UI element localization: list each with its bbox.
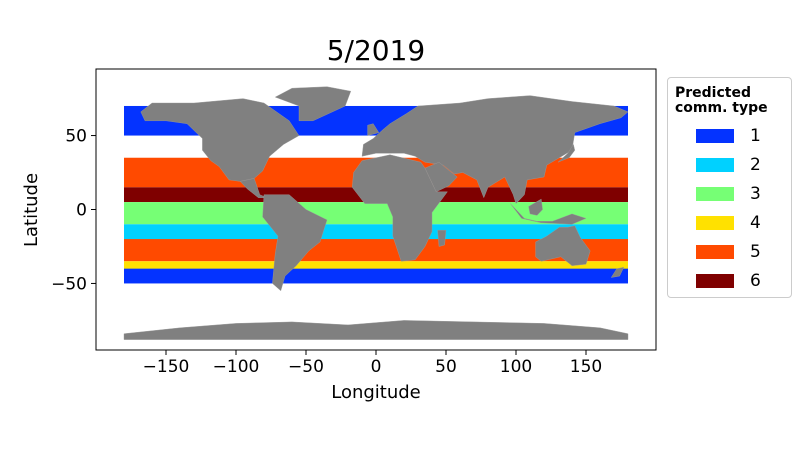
- community-band-2: [124, 224, 628, 243]
- legend-item-3: 3: [696, 184, 791, 204]
- legend: Predicted comm. type 1 2 3 4 5 6: [667, 77, 792, 298]
- x-tick-label: 100: [500, 357, 532, 377]
- landmass-new-zealand: [610, 266, 625, 278]
- legend-label: 2: [750, 155, 761, 175]
- legend-item-2: 2: [696, 155, 791, 175]
- landmass-antarctica: [123, 320, 629, 340]
- x-axis-label: Longitude: [331, 382, 421, 403]
- landmass-indonesia: [510, 203, 587, 225]
- axes: −150 −100 −50 0 50 100 150 −50 0 50: [51, 127, 602, 377]
- y-tick-label: 50: [65, 127, 87, 147]
- y-axis-label: Latitude: [21, 173, 42, 247]
- x-tick-label: −150: [143, 357, 190, 377]
- landmass-south-america: [262, 194, 328, 292]
- landmass-africa: [351, 154, 448, 262]
- x-tick-label: 50: [435, 357, 457, 377]
- landmass-uk: [367, 123, 380, 136]
- legend-item-6: 6: [696, 271, 791, 291]
- legend-label: 4: [750, 213, 761, 233]
- legend-swatch: [696, 245, 734, 259]
- community-band-3: [124, 202, 628, 225]
- legend-label: 1: [750, 126, 761, 146]
- legend-title: Predicted comm. type: [675, 85, 768, 116]
- landmass-madagascar: [437, 229, 447, 247]
- y-tick-label: 0: [76, 201, 87, 221]
- legend-label: 3: [750, 184, 761, 204]
- legend-item-1: 1: [696, 126, 791, 146]
- x-tick-label: 0: [371, 357, 382, 377]
- x-tick-label: 150: [570, 357, 602, 377]
- community-band-5: [124, 239, 628, 262]
- legend-item-5: 5: [696, 242, 791, 262]
- legend-swatch: [696, 129, 734, 143]
- community-band-1: [124, 268, 628, 284]
- chart-title: 5/2019: [327, 34, 426, 67]
- landmass-japan: [557, 143, 576, 163]
- landmass-greenland: [274, 86, 352, 122]
- land-layer: [123, 86, 629, 340]
- legend-swatch: [696, 187, 734, 201]
- legend-swatch: [696, 216, 734, 230]
- landmass-arabia: [424, 161, 458, 193]
- legend-label: 5: [750, 242, 761, 262]
- landmass-australia: [535, 225, 591, 266]
- x-tick-label: −100: [213, 357, 260, 377]
- legend-item-4: 4: [696, 213, 791, 233]
- y-tick-label: −50: [51, 274, 87, 294]
- legend-swatch: [696, 274, 734, 288]
- legend-swatch: [696, 158, 734, 172]
- x-tick-label: −50: [288, 357, 324, 377]
- landmass-borneo: [528, 198, 543, 216]
- legend-label: 6: [750, 271, 761, 291]
